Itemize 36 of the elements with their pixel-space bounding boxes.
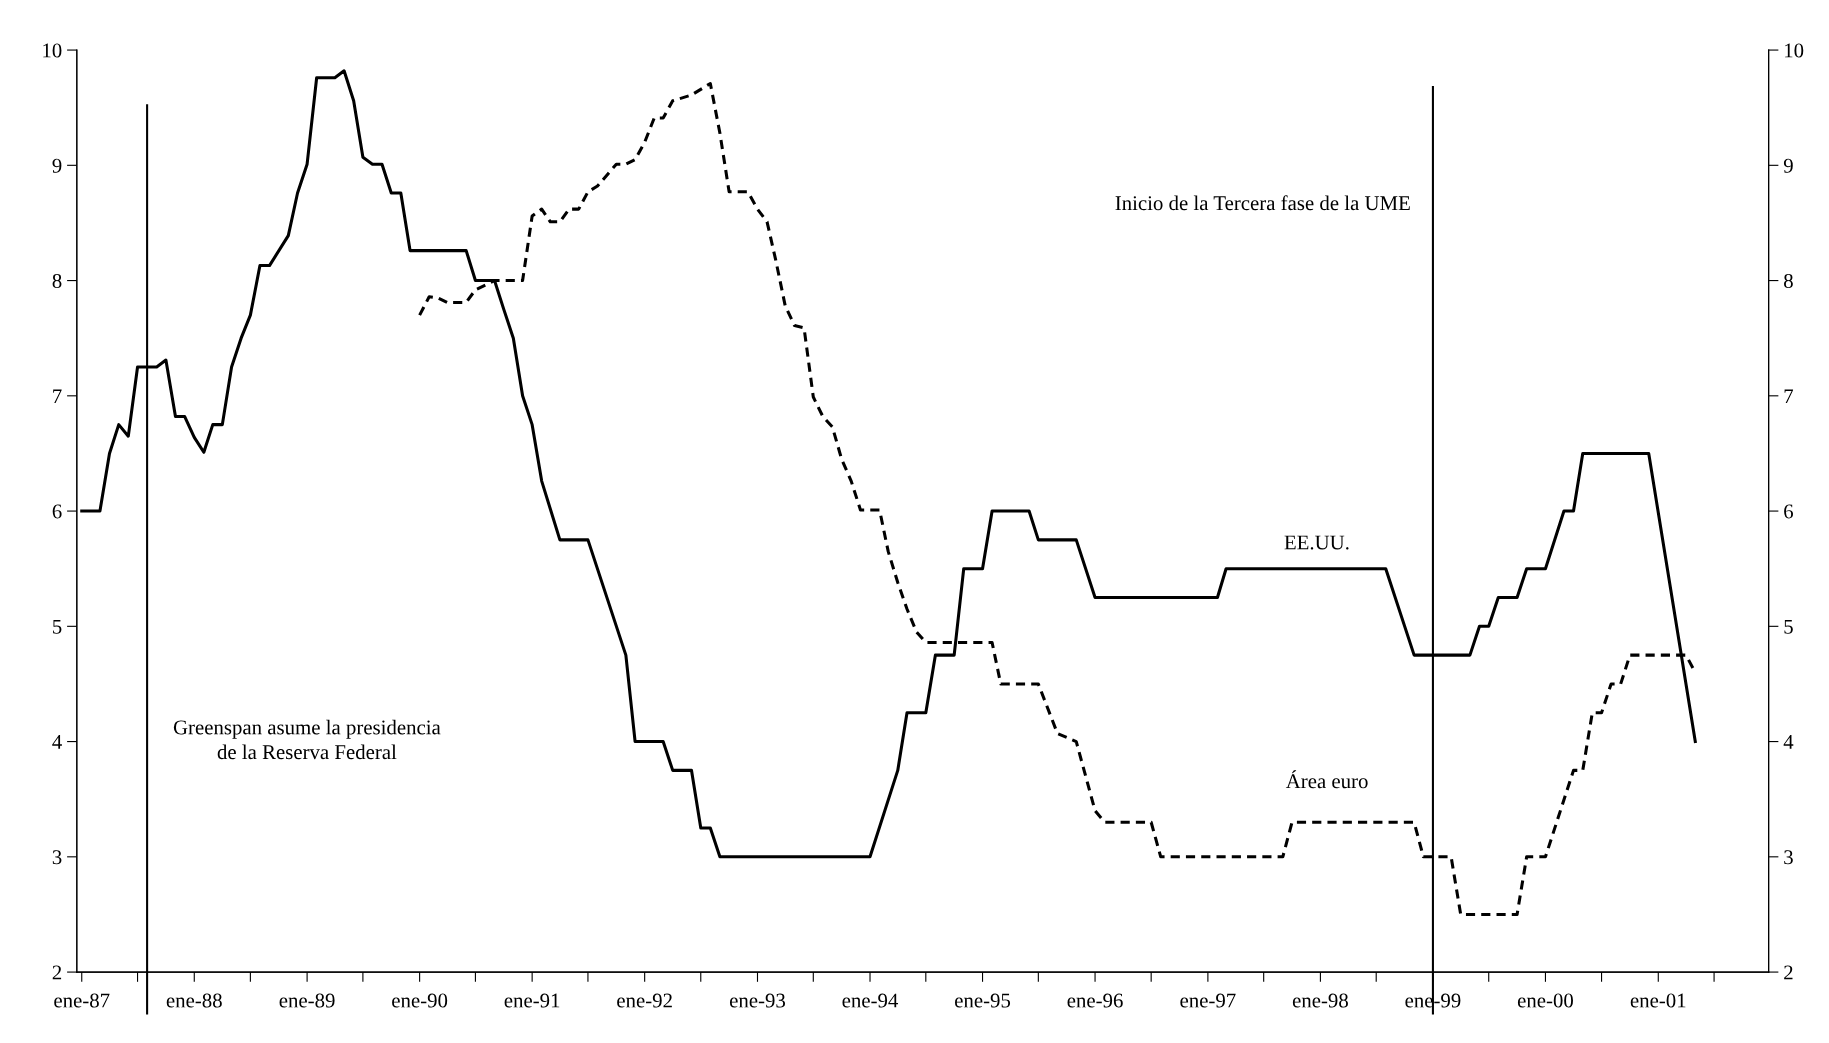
x-tick-label: ene-98: [1292, 993, 1348, 1008]
x-tick-label: ene-92: [617, 993, 672, 1008]
ref-line-label: Inicio de la Tercera fase de la UME: [1115, 195, 1410, 211]
x-tick-label: ene-01: [1630, 993, 1686, 1008]
y-tick-label: 6: [52, 504, 62, 519]
y-tick-label: 10: [43, 43, 62, 58]
y-tick-label: 4: [52, 735, 62, 749]
x-tick-label: ene-96: [1067, 993, 1123, 1008]
x-tick-label: ene-94: [842, 993, 899, 1008]
ref-line-label: Greenspan asume la presidencia de la Reserva Federal: [173, 719, 441, 760]
y-tick-label: 3: [52, 850, 62, 865]
y-tick-label: 2: [52, 965, 62, 980]
x-tick-label: ene-90: [392, 993, 448, 1008]
y-tick-label: 8: [52, 273, 62, 288]
y2-tick-label: 8: [1784, 273, 1793, 288]
y-tick-label: 9: [52, 158, 62, 173]
y2-tick-label: 5: [1784, 619, 1793, 634]
y2-tick-label: 10: [1785, 43, 1804, 58]
series-label: EE.UU.: [1284, 535, 1349, 550]
x-tick-label: ene-97: [1180, 993, 1236, 1008]
x-tick-label: ene-93: [729, 993, 786, 1008]
y2-tick-label: 7: [1784, 389, 1794, 404]
x-tick-label: ene-87: [54, 993, 110, 1008]
y2-tick-label: 4: [1783, 735, 1794, 749]
x-tick-label: ene-89: [279, 993, 335, 1008]
y2-tick-label: 6: [1784, 504, 1794, 519]
y2-tick-label: 2: [1784, 965, 1793, 980]
series-label: Área euro: [1285, 770, 1368, 789]
y-tick-label: 7: [53, 389, 62, 404]
x-tick-label: ene-00: [1517, 993, 1573, 1008]
x-tick-label: ene-91: [504, 993, 560, 1008]
y-tick-label: 5: [53, 619, 62, 634]
x-tick-label: ene-88: [166, 993, 222, 1008]
x-tick-label: ene-95: [955, 993, 1011, 1008]
y2-tick-label: 3: [1784, 850, 1793, 865]
y2-tick-label: 9: [1783, 158, 1793, 173]
